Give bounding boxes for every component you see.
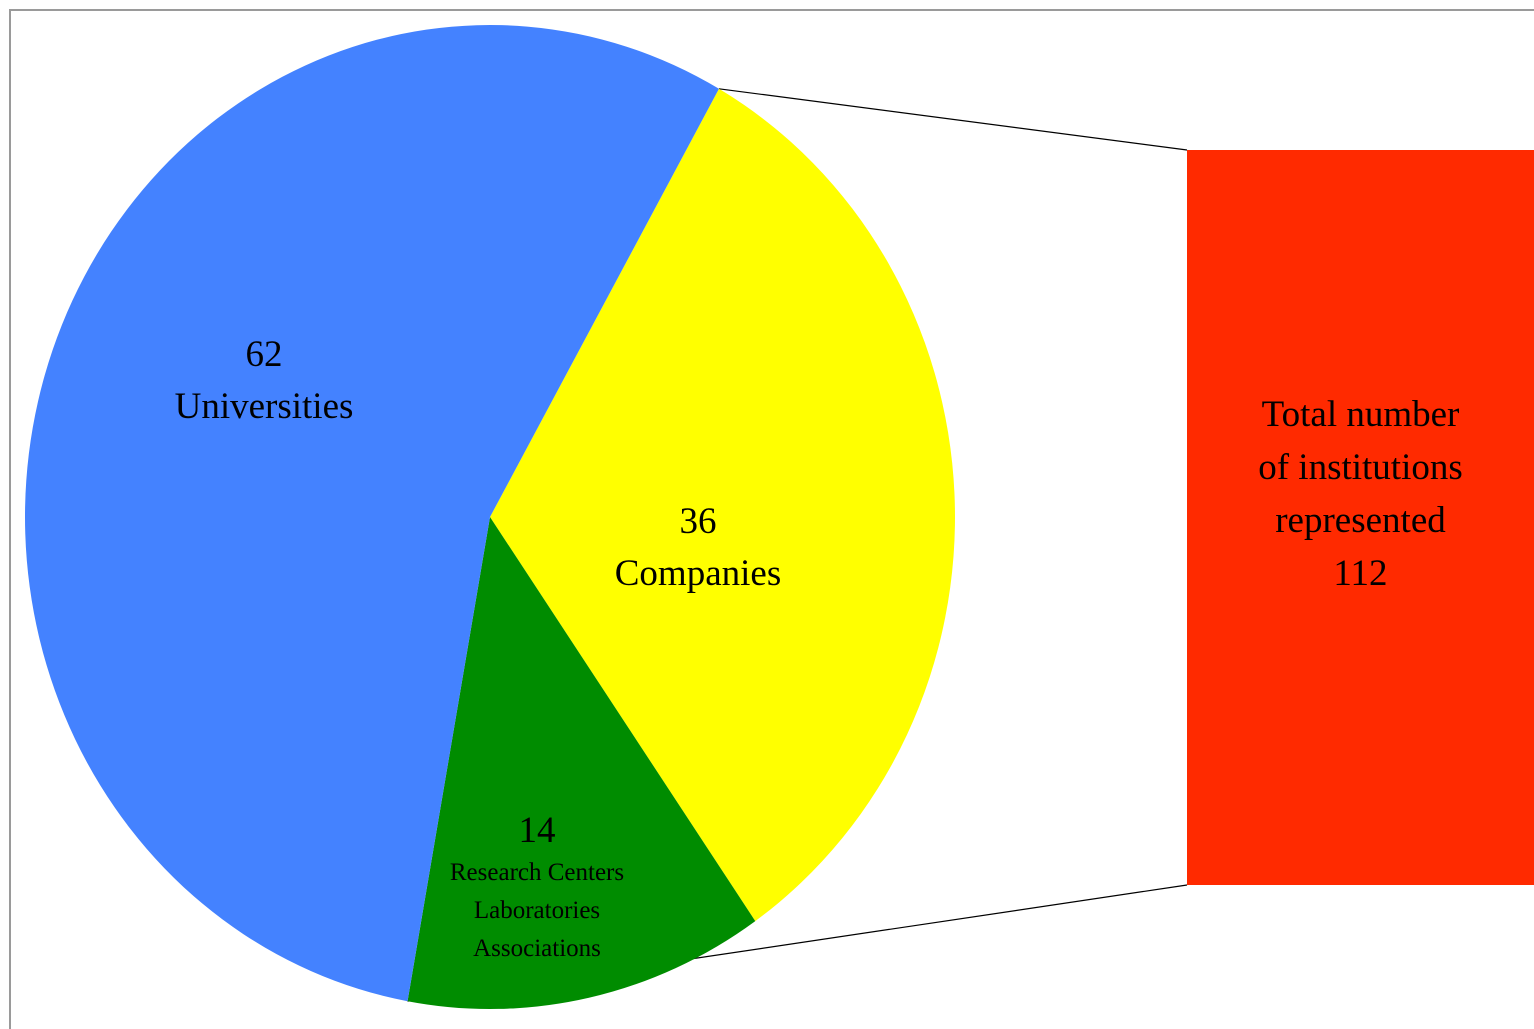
slice-category-line: Research Centers — [450, 859, 624, 886]
total-label: Total number of institutions represented 11… — [1258, 394, 1463, 594]
slice-label-companies: 36 Companies — [615, 501, 781, 594]
total-label-line: represented — [1275, 500, 1446, 541]
slice-value: 14 — [519, 810, 556, 851]
pie-slices — [24, 24, 955, 1009]
slice-label-research-centers: 14 Research Centers Laboratories Associatio… — [450, 810, 624, 962]
total-label-line: Total number — [1262, 394, 1460, 435]
slice-category-line: Laboratories — [474, 897, 600, 924]
slice-value: 62 — [246, 334, 283, 375]
slice-category-line: Companies — [615, 553, 781, 594]
total-label-line: 112 — [1333, 553, 1387, 594]
total-box — [1187, 150, 1534, 885]
pie-slice-research-centers — [407, 517, 756, 1009]
slice-labels: 62 Universities 36 Companies 14 Research Cent… — [175, 334, 782, 962]
slice-label-universities: 62 Universities — [175, 334, 354, 427]
slice-value: 36 — [680, 501, 717, 542]
pie-slice-universities — [24, 24, 719, 1002]
chart-frame — [9, 9, 1534, 1029]
total-label-line: of institutions — [1258, 447, 1463, 488]
pie-slice-companies — [490, 88, 955, 922]
slice-category-line: Associations — [473, 935, 601, 962]
connector-line-top — [718, 88, 1188, 151]
slice-category-line: Universities — [175, 386, 354, 427]
